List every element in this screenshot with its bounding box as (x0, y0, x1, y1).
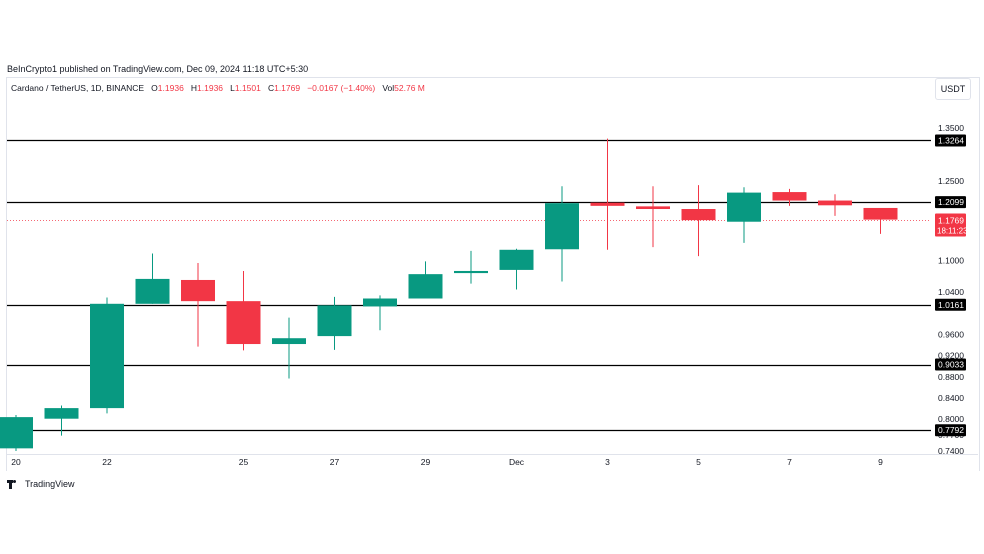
legend-low-label: L (230, 83, 235, 93)
footer: TradingView (7, 479, 75, 489)
legend-change: −0.0167 (−1.40%) (307, 83, 376, 93)
legend-high-value: 1.1936 (197, 83, 224, 93)
legend-high-label: H (190, 83, 198, 93)
legend-open-label: O (151, 83, 158, 93)
legend-volume-label: Vol (382, 83, 395, 93)
currency-button[interactable]: USDT (935, 78, 971, 100)
chart-frame (6, 77, 980, 471)
legend-open-value: 1.1936 (157, 83, 184, 93)
legend-symbol: Cardano / TetherUS, 1D, BINANCE (11, 83, 145, 93)
legend-low-value: 1.1501 (234, 83, 261, 93)
legend-close-label: C (267, 83, 275, 93)
publisher-caption: BeInCrypto1 published on TradingView.com… (7, 64, 309, 74)
footer-brand: TradingView (25, 479, 75, 489)
legend-volume-value: 52.76 M (394, 83, 425, 93)
tradingview-logo-icon (7, 479, 21, 489)
chart-legend: Cardano / TetherUS, 1D, BINANCE O1.1936 … (11, 83, 425, 93)
legend-close-value: 1.1769 (274, 83, 301, 93)
